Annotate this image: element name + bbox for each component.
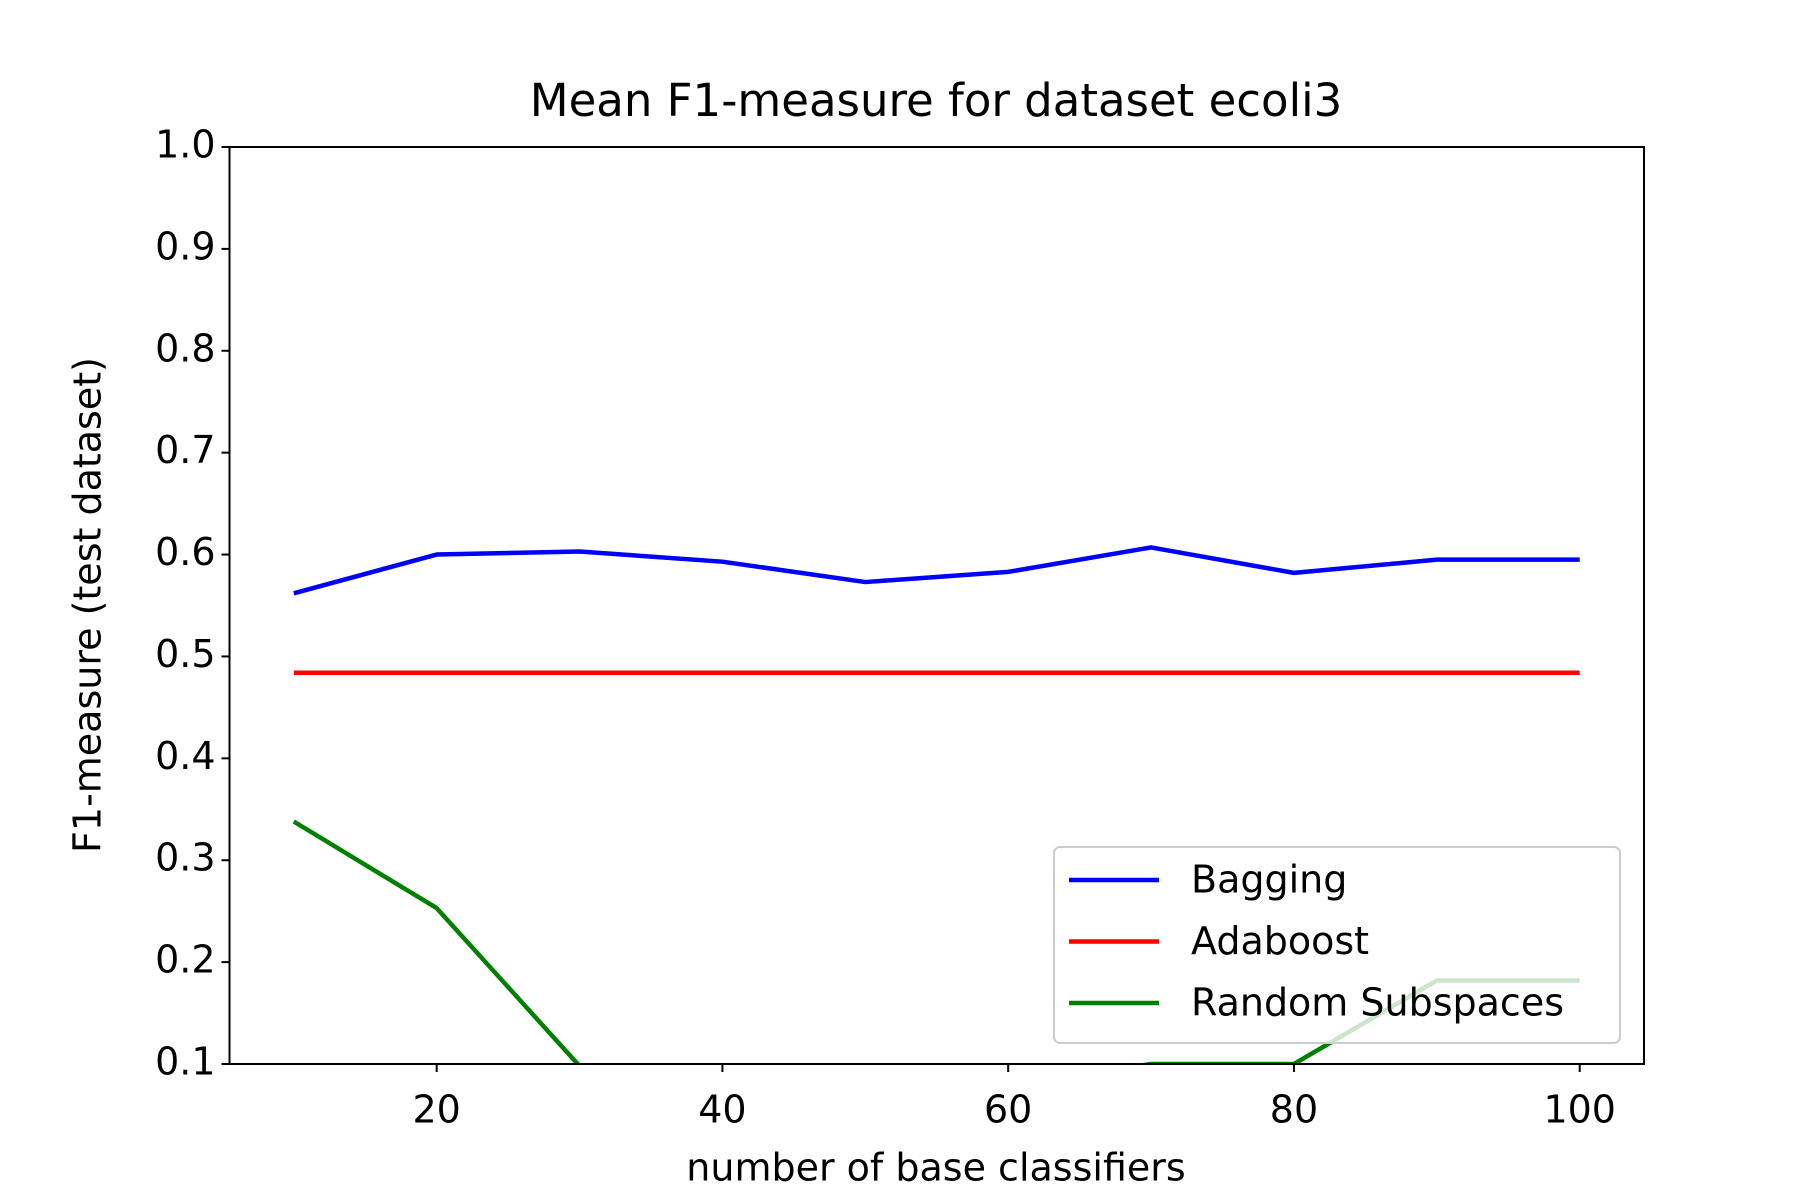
y-tick-label: 0.1	[155, 1040, 215, 1084]
x-tick-label: 40	[698, 1088, 746, 1132]
legend-box	[1053, 846, 1621, 1044]
legend-label: Random Subspaces	[1191, 981, 1564, 1025]
x-axis-label: number of base classifiers	[686, 1146, 1185, 1190]
y-tick-label: 0.5	[155, 632, 215, 676]
y-tick-label: 0.2	[155, 938, 215, 982]
x-tick-label: 100	[1543, 1088, 1616, 1132]
x-tick-label: 20	[412, 1088, 460, 1132]
series-line	[293, 545, 1580, 596]
chart-title: Mean F1-measure for dataset ecoli3	[530, 74, 1342, 127]
y-tick-label: 0.9	[155, 224, 215, 268]
legend-label: Bagging	[1191, 858, 1347, 902]
y-tick-label: 1.0	[155, 123, 215, 167]
legend-label: Adaboost	[1191, 919, 1369, 963]
y-tick-label: 0.3	[155, 836, 215, 880]
y-tick-label: 0.4	[155, 734, 215, 778]
y-tick-label: 0.8	[155, 326, 215, 370]
x-tick-label: 60	[984, 1088, 1032, 1132]
y-tick-label: 0.7	[155, 428, 215, 472]
axes-frame	[228, 146, 1645, 1065]
x-tick-label: 80	[1270, 1088, 1318, 1132]
y-axis-label: F1-measure (test dataset)	[66, 357, 110, 853]
y-tick-label: 0.6	[155, 530, 215, 574]
